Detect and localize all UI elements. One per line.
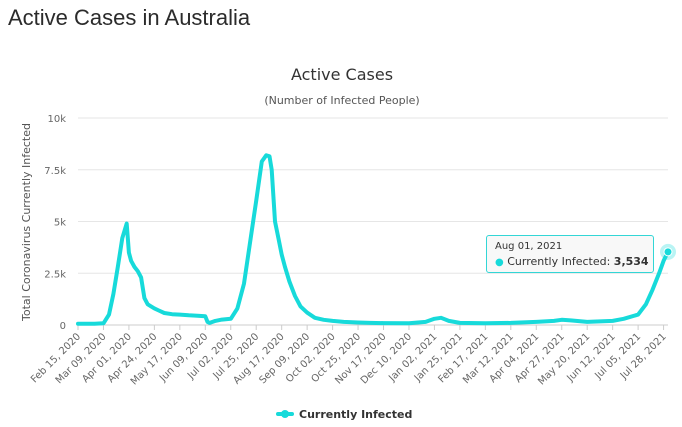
y-tick-label: 0 bbox=[60, 321, 66, 332]
page-heading: Active Cases in Australia bbox=[8, 5, 251, 30]
highlight-point[interactable] bbox=[663, 247, 673, 257]
tooltip-row: ● Currently Infected: 3,534 bbox=[495, 255, 649, 268]
legend-label: Currently Infected bbox=[299, 408, 412, 421]
tooltip-separator: : bbox=[606, 255, 611, 268]
y-tick-label: 7.5k bbox=[44, 166, 66, 177]
tooltip-value: 3,534 bbox=[613, 255, 649, 268]
y-axis-label: Total Coronavirus Currently Infected bbox=[20, 123, 33, 322]
y-tick-label: 10k bbox=[47, 114, 66, 125]
tooltip-dot-icon: ● bbox=[495, 257, 504, 268]
y-tick-label: 2.5k bbox=[44, 269, 66, 280]
series-line-currently-infected bbox=[76, 153, 670, 326]
y-tick-label: 5k bbox=[54, 218, 66, 229]
grid-lines bbox=[78, 117, 668, 326]
chart-tooltip: Aug 01, 2021 ● Currently Infected: 3,534 bbox=[486, 235, 654, 273]
chart-subtitle: (Number of Infected People) bbox=[264, 94, 419, 107]
chart-title: Active Cases bbox=[291, 65, 393, 84]
tooltip-series: Currently Infected bbox=[507, 255, 607, 268]
y-axis-ticks: 0 2.5k 5k 7.5k 10k bbox=[44, 114, 66, 332]
series-points bbox=[660, 243, 676, 260]
legend-marker bbox=[281, 410, 289, 418]
legend[interactable]: Currently Infected bbox=[276, 408, 412, 421]
tooltip-date: Aug 01, 2021 bbox=[495, 241, 563, 252]
